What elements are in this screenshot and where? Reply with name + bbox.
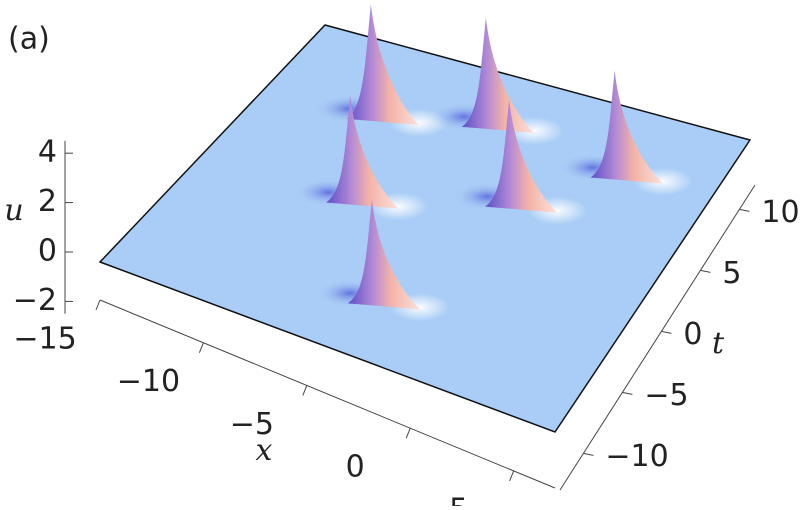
x-tick bbox=[302, 385, 308, 396]
t-tick-label: 0 bbox=[683, 317, 702, 352]
peak bbox=[461, 17, 534, 133]
x-tick bbox=[198, 342, 204, 353]
t-tick bbox=[583, 452, 594, 456]
x-tick-label: 5 bbox=[449, 492, 468, 506]
peak bbox=[346, 4, 419, 125]
panel-label: (a) bbox=[8, 22, 50, 57]
t-tick-label: −10 bbox=[605, 439, 668, 474]
peak bbox=[590, 70, 663, 184]
x-tick bbox=[95, 299, 101, 311]
x-tick-label: 0 bbox=[346, 450, 365, 485]
surface bbox=[100, 25, 750, 432]
t-tick bbox=[622, 391, 633, 395]
u-tick-label: 4 bbox=[38, 135, 57, 170]
peak bbox=[347, 198, 420, 310]
x-tick-label: −5 bbox=[230, 407, 274, 442]
surface-edge bbox=[98, 24, 752, 433]
t-tick-label: 5 bbox=[722, 256, 741, 291]
t-tick bbox=[700, 269, 711, 273]
t-tick bbox=[661, 330, 672, 334]
u-tick-label: 0 bbox=[38, 234, 57, 269]
u-tick-label: −2 bbox=[13, 283, 57, 318]
x-tick bbox=[405, 427, 411, 439]
u-tick-label: 2 bbox=[38, 184, 57, 219]
t-tick bbox=[739, 208, 750, 212]
u-axis-title: u bbox=[4, 193, 23, 228]
t-axis-title: t bbox=[712, 326, 725, 361]
t-axis bbox=[559, 184, 756, 491]
x-tick-label: −10 bbox=[117, 364, 180, 399]
x-axis bbox=[99, 299, 556, 489]
peak bbox=[485, 99, 558, 213]
peak bbox=[326, 95, 399, 209]
x-tick bbox=[509, 470, 515, 482]
t-tick-label: 10 bbox=[761, 195, 799, 230]
x-axis-title: x bbox=[256, 433, 273, 468]
t-tick-label: −5 bbox=[644, 378, 688, 413]
x-tick-label: −15 bbox=[13, 322, 76, 357]
